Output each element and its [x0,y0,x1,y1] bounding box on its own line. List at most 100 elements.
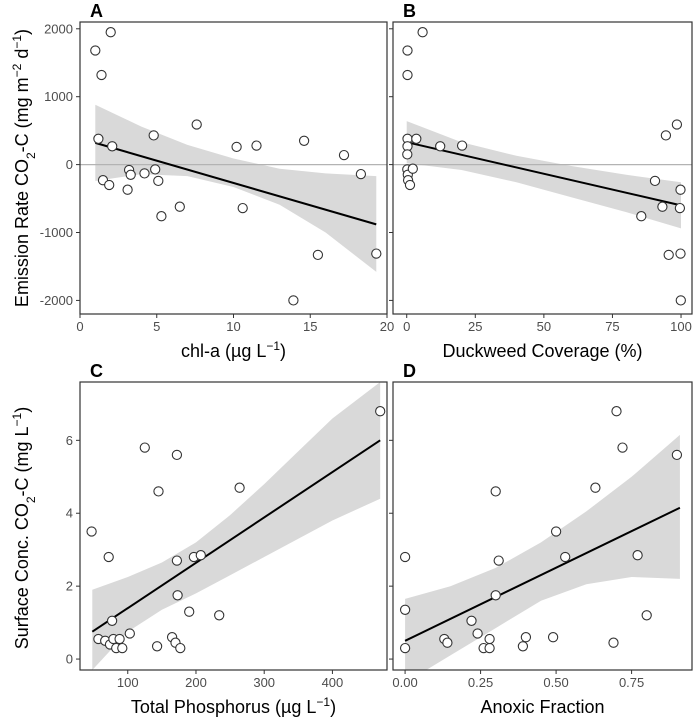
data-point-a-19 [237,202,248,214]
data-point-a-10 [122,184,133,195]
data-point-b-11 [407,163,418,174]
x-tick-label-d-1: 0.00 [392,675,417,690]
data-point-d-14 [517,641,529,652]
data-point-a-22 [298,135,310,146]
data-point-b-14 [456,140,468,151]
x-tick-label-b-5: 100 [670,319,692,334]
y-tick-label-c-2: 2 [66,579,73,594]
panel-letter-d: D [403,361,416,381]
confidence-ribbon-a [95,104,377,272]
data-point-b-2 [402,69,413,81]
data-point-c-19 [172,590,183,601]
panel-frame-d [392,381,693,671]
x-tick-label-d-4: 0.75 [619,675,644,690]
data-point-d-23 [632,550,643,561]
y-tick-label-a-2: -1000 [40,225,73,240]
y-tick-label-c-3: 4 [66,506,73,521]
data-point-b-3 [417,27,428,38]
panel-letter-b: B [403,1,416,21]
data-point-b-10 [404,179,416,191]
regression-line-b [406,141,682,207]
data-point-b-15 [636,211,647,222]
data-point-a-15 [156,211,167,222]
x-tick-label-a-3: 10 [226,319,240,334]
data-point-b-6 [402,149,413,160]
data-point-a-14 [153,175,164,187]
data-point-a-17 [191,119,202,130]
data-point-d-2 [399,604,411,615]
y-axis-title-top: Emission Rate CO2-C (mg m−2 d−1) [10,29,38,307]
x-tick-label-b-2: 25 [468,319,482,334]
data-point-c-12 [139,442,150,453]
data-point-b-18 [660,130,672,141]
x-tick-label-c-1: 100 [117,675,139,690]
x-axis-title-b: Duckweed Coverage (%) [442,341,642,361]
data-point-d-17 [550,526,562,537]
data-point-a-23 [312,249,324,261]
data-point-c-18 [171,449,183,461]
data-point-d-1 [399,551,411,563]
data-point-c-25 [234,482,245,493]
regression-line-d [404,506,681,642]
data-point-d-19 [590,482,601,493]
data-point-a-13 [150,164,161,175]
data-point-b-24 [675,295,686,306]
data-point-c-10 [117,642,128,654]
data-point-d-21 [611,406,622,417]
data-point-a-20 [251,140,262,151]
data-point-a-18 [231,141,242,153]
data-point-c-13 [151,641,163,652]
data-point-a-11 [139,168,150,179]
y-axis-title-bottom: Surface Conc. CO2-C (mg L−1) [10,407,38,649]
data-point-a-25 [355,168,367,180]
y-tick-label-c-1: 0 [66,652,73,667]
data-point-b-23 [675,248,686,259]
x-tick-label-b-3: 50 [537,319,551,334]
data-point-b-22 [675,184,686,195]
data-point-d-3 [399,642,411,654]
data-point-d-11 [490,486,501,497]
regression-line-a [95,141,377,226]
y-tick-label-a-4: 1000 [44,89,73,104]
x-tick-label-a-4: 15 [303,319,317,334]
data-point-c-11 [124,628,135,639]
panel-d: 0.00 0.25 0.50 0.75 D Anoxic Fraction [389,361,693,717]
panel-frame-c [79,381,388,671]
data-point-a-5 [107,141,118,152]
data-point-d-9 [484,642,495,654]
plot-area-a [80,27,387,306]
confidence-ribbon-c [92,382,381,670]
confidence-ribbon-d [405,434,680,670]
plot-area-d [399,406,683,670]
x-axis-title-d: Anoxic Fraction [480,697,604,717]
data-point-d-5 [442,637,453,648]
data-point-b-1 [402,45,413,56]
data-point-c-24 [214,610,225,621]
data-point-a-21 [288,295,299,306]
data-point-d-24 [641,610,652,621]
panel-frame-b [392,21,693,315]
data-point-d-6 [466,615,477,626]
x-tick-label-a-2: 5 [153,319,160,334]
data-point-d-13 [493,555,504,566]
data-point-a-12 [148,130,159,141]
data-point-a-9 [125,169,136,180]
panel-c: 100 200 300 400 0 2 4 6 C Total Phosphorus (µg L−… [66,361,388,717]
data-point-d-18 [560,551,571,563]
y-tick-label-a-3: 0 [66,157,73,172]
y-tick-label-c-4: 6 [66,433,73,448]
x-tick-label-a-1: 0 [76,319,83,334]
data-point-c-1 [86,526,97,537]
data-point-a-16 [174,201,185,212]
panel-letter-a: A [90,1,103,21]
data-point-d-12 [490,590,501,601]
data-point-b-13 [435,141,446,152]
data-point-a-3 [105,27,116,38]
data-point-d-20 [608,637,619,648]
plot-area-c [86,382,386,670]
data-point-d-15 [520,632,532,643]
data-point-c-26 [375,406,386,417]
x-tick-label-d-3: 0.50 [543,675,568,690]
